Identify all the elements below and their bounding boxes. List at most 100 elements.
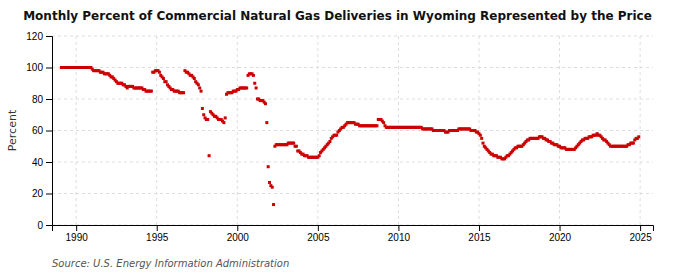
tick-label: 120 xyxy=(26,31,43,42)
point xyxy=(271,186,274,189)
y-axis-line xyxy=(46,37,53,226)
grid-line-x xyxy=(237,36,238,225)
tick-label: 20 xyxy=(32,188,44,199)
point xyxy=(375,124,378,127)
point xyxy=(632,142,635,145)
tick-mark xyxy=(46,162,52,163)
tick-mark xyxy=(157,225,158,231)
tick: 100 xyxy=(26,62,52,73)
point xyxy=(165,80,168,83)
tick-mark xyxy=(46,131,52,132)
point xyxy=(197,83,200,86)
tick: 2005 xyxy=(307,225,330,243)
grid-line-y xyxy=(52,193,653,194)
tick-label: 60 xyxy=(32,125,44,136)
tick-label: 2005 xyxy=(307,232,330,243)
tick-label: 80 xyxy=(32,94,44,105)
point xyxy=(200,90,203,93)
point xyxy=(202,113,205,116)
grid-line-x xyxy=(317,36,318,225)
point xyxy=(162,77,165,80)
point xyxy=(182,91,185,94)
point xyxy=(265,121,268,124)
tick: 80 xyxy=(32,94,52,105)
point xyxy=(208,154,211,157)
tick-label: 2020 xyxy=(549,232,572,243)
grid-line-x xyxy=(76,36,77,225)
point xyxy=(252,74,255,77)
tick: 1990 xyxy=(66,225,89,243)
point xyxy=(268,181,271,184)
source: Source: U.S. Energy Information Administ… xyxy=(52,258,289,269)
grid-line-y xyxy=(52,67,653,68)
point xyxy=(272,203,275,206)
tick-label: 1995 xyxy=(146,232,169,243)
grid-line-x xyxy=(156,36,157,225)
tick: 2015 xyxy=(468,225,491,243)
tick-mark xyxy=(76,225,77,231)
tick-mark xyxy=(640,225,641,231)
tick-label: 1990 xyxy=(66,232,89,243)
grid-line-x xyxy=(559,36,560,225)
point xyxy=(295,145,298,148)
tick: 2000 xyxy=(227,225,250,243)
point xyxy=(253,82,256,85)
tick-mark xyxy=(46,68,52,69)
tick: 2025 xyxy=(629,225,652,243)
tick: 60 xyxy=(32,125,52,136)
point xyxy=(245,86,248,89)
tick: 0 xyxy=(37,220,52,231)
grid-line-x xyxy=(640,36,641,225)
point xyxy=(264,102,267,105)
tick-label: 0 xyxy=(37,220,43,231)
tick-mark xyxy=(398,225,399,231)
point xyxy=(318,154,321,157)
tick-label: 100 xyxy=(26,62,43,73)
point xyxy=(255,86,258,89)
point xyxy=(222,121,225,124)
grid-line-y xyxy=(52,99,653,100)
tick-mark xyxy=(46,99,52,100)
tick-mark xyxy=(237,225,238,231)
grid-line-x xyxy=(478,36,479,225)
point xyxy=(479,134,482,137)
grid-line-y xyxy=(52,36,653,37)
tick: 2020 xyxy=(549,225,572,243)
point xyxy=(150,90,153,93)
point xyxy=(193,77,196,80)
tick-mark xyxy=(318,225,319,231)
tick-mark xyxy=(560,225,561,231)
point xyxy=(480,137,483,140)
tick: 2010 xyxy=(388,225,411,243)
tick: 20 xyxy=(32,188,52,199)
point xyxy=(335,134,338,137)
tick-label: 2015 xyxy=(468,232,491,243)
chart-container: 1990 1995 2000 2005 2010 2015 2020 2025 0 20 40 60 8… xyxy=(0,0,675,275)
point xyxy=(328,140,331,143)
point xyxy=(224,116,227,119)
tick: 1995 xyxy=(146,225,169,243)
y-axis: 0 20 40 60 80 100 120 xyxy=(26,31,52,231)
tick: 120 xyxy=(26,31,52,42)
tick-mark xyxy=(46,36,52,37)
tick-mark xyxy=(46,194,52,195)
y-axis-title: Percent xyxy=(6,109,19,151)
tick-label: 2025 xyxy=(629,232,652,243)
tick-label: 2010 xyxy=(388,232,411,243)
x-axis-line xyxy=(53,226,654,232)
tick-label: 40 xyxy=(32,157,44,168)
tick-mark xyxy=(479,225,480,231)
point xyxy=(382,121,385,124)
x-axis: 1990 1995 2000 2005 2010 2015 2020 2025 xyxy=(53,225,654,243)
grid-line-y xyxy=(52,130,653,131)
point xyxy=(482,142,485,145)
tick-label: 2000 xyxy=(227,232,250,243)
point xyxy=(198,86,201,89)
tick-mark xyxy=(46,225,52,226)
tick: 40 xyxy=(32,157,52,168)
grid-line-x xyxy=(398,36,399,225)
title: Monthly Percent of Commercial Natural Ga… xyxy=(23,9,652,23)
point xyxy=(206,118,209,121)
points xyxy=(60,66,640,206)
point xyxy=(637,135,640,138)
